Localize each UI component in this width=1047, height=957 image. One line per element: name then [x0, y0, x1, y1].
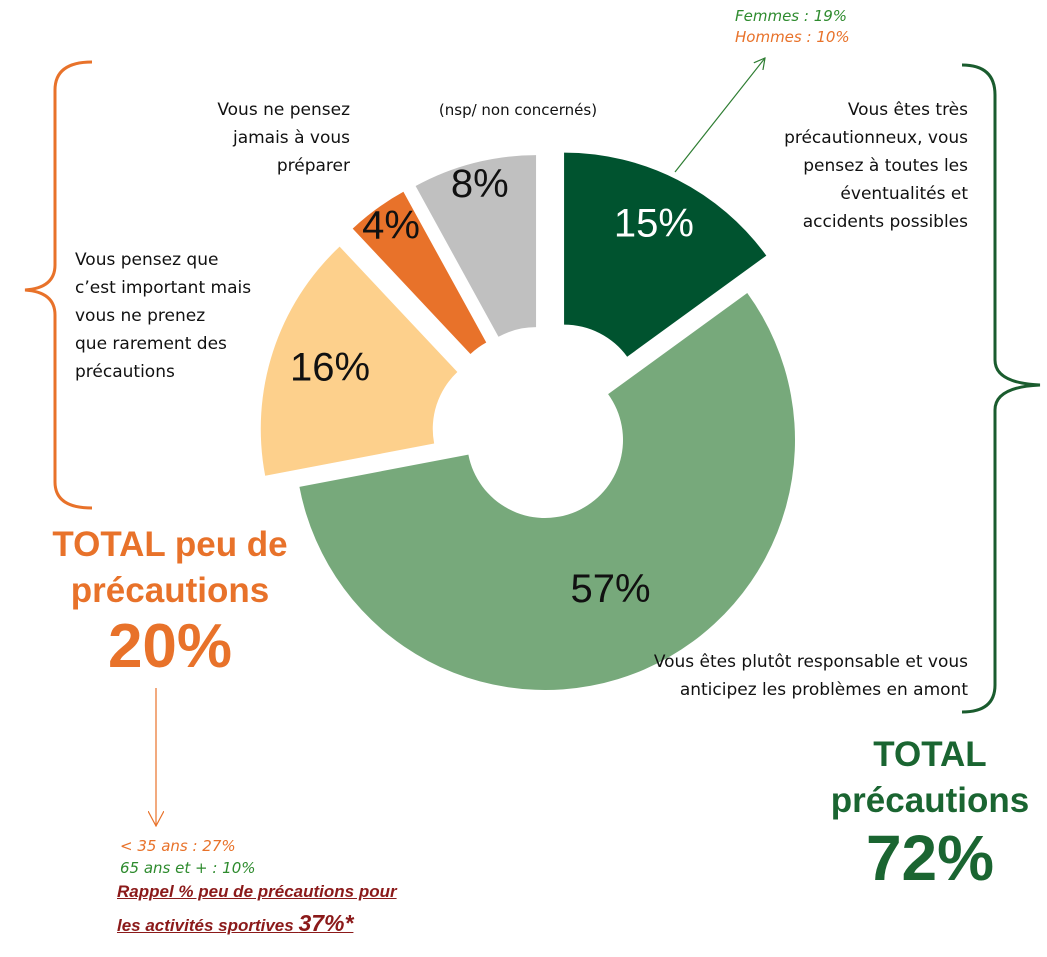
value-label: 4% [362, 204, 420, 248]
donut-segment [352, 191, 487, 355]
category-label: Vous pensez que c’est important mais vou… [75, 250, 252, 382]
category-label: Vous êtes plutôt responsable et vous ant… [653, 652, 968, 700]
reminder: les activités sportives 37%* [117, 910, 353, 937]
left-brace [24, 60, 93, 510]
right-brace [961, 63, 1041, 714]
donut-segment [564, 152, 767, 357]
reminder: les activités sportives [117, 916, 299, 935]
donut-segment [415, 155, 537, 337]
total-label: TOTAL peu de précautions [52, 525, 288, 610]
donut-segment [299, 293, 795, 690]
annotation: < 35 ans : 27% [120, 837, 236, 855]
reminder: Rappel % peu de précautions pour [117, 882, 397, 901]
donut: 15% 57% 16% 4% 8% [260, 152, 795, 690]
category-label: Vous ne pensez jamais à vous préparer [217, 100, 350, 176]
annotation: 65 ans et + : 10% [120, 859, 256, 877]
arrow-gender [674, 58, 765, 173]
total-value: 20% [107, 612, 233, 681]
total-value: 72% [865, 822, 995, 894]
value-label: 16% [290, 346, 370, 390]
category-label: (nsp/ non concernés) [438, 101, 598, 119]
donut-segment [260, 246, 458, 476]
annotation: Femmes : 19% [735, 7, 848, 25]
value-label: 15% [614, 202, 694, 246]
reminder-value: 37%* [298, 910, 354, 936]
value-label: 57% [570, 567, 650, 611]
total-label: TOTAL précautions [830, 735, 1030, 820]
value-label: 8% [451, 162, 509, 206]
annotation: Hommes : 10% [735, 28, 850, 46]
category-label: Vous êtes très précautionneux, vous pens… [784, 100, 968, 232]
